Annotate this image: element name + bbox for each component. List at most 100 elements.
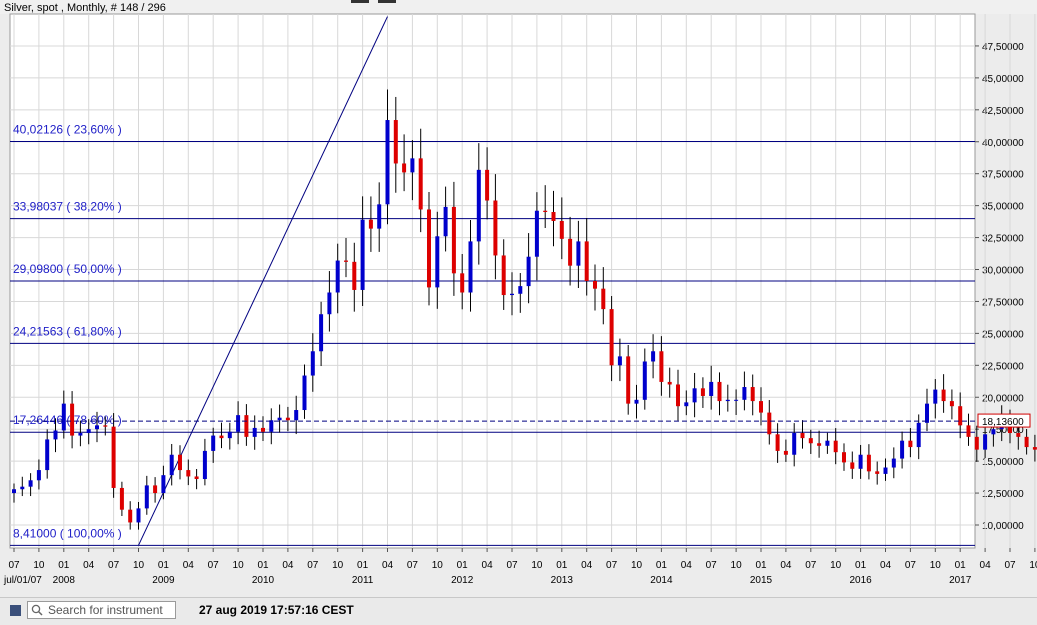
candle-body xyxy=(78,433,83,436)
x-tick-label: 07 xyxy=(905,560,917,571)
candle-body xyxy=(626,356,631,404)
candle-body xyxy=(676,384,680,407)
candle-body xyxy=(817,443,822,446)
search-box[interactable] xyxy=(27,601,176,619)
candle-body xyxy=(460,273,465,293)
x-year-label: 2015 xyxy=(750,575,773,586)
x-tick-label: 01 xyxy=(457,560,469,571)
fib-level-label: 33,98037 ( 38,20% ) xyxy=(13,200,122,214)
candle-body xyxy=(368,219,373,229)
candle-body xyxy=(808,438,813,444)
candle-body xyxy=(186,470,191,477)
candle-body xyxy=(949,401,954,407)
candle-body xyxy=(86,429,91,434)
fib-level-label: 24,21563 ( 61,80% ) xyxy=(13,324,122,338)
x-tick-label: 10 xyxy=(133,560,145,571)
current-price-label: 18,13600 xyxy=(982,417,1024,428)
candle-body xyxy=(858,454,863,469)
candle-body xyxy=(916,422,921,448)
y-tick-label: 42,50000 xyxy=(982,106,1024,117)
y-tick-label: 35,00000 xyxy=(982,202,1024,213)
x-tick-label: 01 xyxy=(955,560,967,571)
candle-body xyxy=(883,467,888,474)
x-tick-label: 10 xyxy=(930,560,942,571)
y-tick-label: 32,50000 xyxy=(982,234,1024,245)
x-tick-label: 04 xyxy=(980,560,992,571)
candle-body xyxy=(352,261,357,290)
candle-body xyxy=(875,471,880,474)
candle-body xyxy=(244,415,249,437)
candle-body xyxy=(95,425,99,430)
candle-body xyxy=(775,434,780,451)
x-tick-label: 04 xyxy=(183,560,195,571)
candle-body xyxy=(866,454,871,472)
candle-body xyxy=(983,434,988,450)
candle-body xyxy=(103,425,108,427)
candle-body xyxy=(418,158,423,210)
candle-body xyxy=(659,351,664,382)
y-tick-label: 22,50000 xyxy=(982,361,1024,372)
candle-body xyxy=(36,470,41,481)
candle-body xyxy=(925,403,929,423)
x-tick-label: 07 xyxy=(108,560,120,571)
candle-body xyxy=(568,238,573,266)
candle-body xyxy=(119,487,124,510)
y-tick-label: 40,00000 xyxy=(982,138,1024,149)
candle-body xyxy=(900,440,905,459)
candle-body xyxy=(908,440,913,448)
price-chart[interactable]: 10,00000 12,50000 15,00000 17,50000 20,00000… xyxy=(0,0,1037,597)
instrument-list-icon[interactable] xyxy=(10,605,21,616)
candle-body xyxy=(493,200,498,256)
search-input[interactable] xyxy=(48,603,174,617)
candle-body xyxy=(709,381,714,396)
candle-body xyxy=(402,163,407,173)
candle-body xyxy=(45,439,50,471)
x-tick-label: 04 xyxy=(581,560,593,571)
candle-body xyxy=(144,485,149,509)
candle-body xyxy=(559,220,564,239)
x-tick-label: 07 xyxy=(706,560,718,571)
x-year-label: 2013 xyxy=(551,575,574,586)
candle-body xyxy=(750,387,755,402)
x-year-label: 2010 xyxy=(252,575,275,586)
window-control-icon[interactable] xyxy=(378,0,396,3)
candle-body xyxy=(410,158,415,173)
candle-body xyxy=(385,120,390,205)
candle-body xyxy=(435,236,440,288)
candle-body xyxy=(692,388,697,403)
x-tick-label: 04 xyxy=(780,560,792,571)
candle-body xyxy=(767,412,772,435)
fib-level-label: 8,41000 ( 100,00% ) xyxy=(13,526,122,540)
candle-body xyxy=(277,417,282,421)
window-control-icon[interactable] xyxy=(351,0,369,3)
candle-body xyxy=(842,452,846,463)
y-tick-label: 30,00000 xyxy=(982,266,1024,277)
candle-body xyxy=(335,260,340,293)
candle-body xyxy=(468,241,473,293)
candle-body xyxy=(717,381,722,402)
candle-body xyxy=(28,480,33,487)
x-tick-label: 04 xyxy=(681,560,693,571)
candle-body xyxy=(891,458,896,468)
x-tick-label: 07 xyxy=(407,560,419,571)
candle-body xyxy=(734,399,739,401)
candle-body xyxy=(319,314,324,352)
candle-body xyxy=(211,435,216,451)
y-tick-label: 25,00000 xyxy=(982,329,1024,340)
candle-body xyxy=(534,210,539,257)
candle-body xyxy=(833,440,838,453)
candle-body xyxy=(128,509,133,523)
candle-body xyxy=(510,293,514,296)
x-tick-label: 04 xyxy=(83,560,95,571)
candle-body xyxy=(70,403,75,436)
candle-body xyxy=(161,475,166,494)
x-tick-label: 07 xyxy=(506,560,518,571)
candle-body xyxy=(178,454,182,471)
y-tick-label: 27,50000 xyxy=(982,297,1024,308)
candle-body xyxy=(593,281,597,289)
candle-body xyxy=(476,169,481,242)
timestamp: 27 aug 2019 17:57:16 CEST xyxy=(199,603,354,617)
candle-body xyxy=(61,403,66,431)
y-tick-label: 17,50000 xyxy=(982,425,1024,436)
x-tick-label: 07 xyxy=(805,560,817,571)
